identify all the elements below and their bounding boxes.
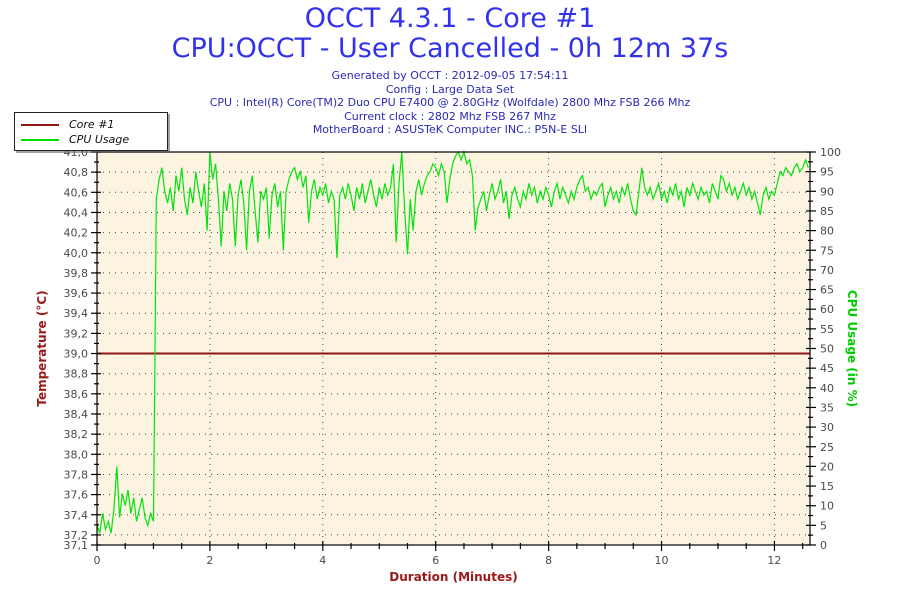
tick-label: 38,4 [64, 408, 89, 421]
tick-label: 40 [820, 382, 834, 395]
tick-label: 38,2 [64, 428, 89, 441]
tick-label: 0 [94, 554, 101, 567]
chart-legend: Core #1 CPU Usage [14, 112, 168, 151]
tick-label: 25 [820, 441, 834, 454]
system-info-block: Generated by OCCT : 2012-09-05 17:54:11 … [0, 69, 900, 137]
tick-label: 39,8 [64, 267, 89, 280]
tick-label: 20 [820, 460, 834, 473]
tick-label: 2 [206, 554, 213, 567]
tick-label: 15 [820, 480, 834, 493]
tick-label: 65 [820, 284, 834, 297]
tick-label: 55 [820, 323, 834, 336]
tick-label: 40,2 [64, 227, 89, 240]
tick-label: 90 [820, 185, 834, 198]
title-block: OCCT 4.3.1 - Core #1 CPU:OCCT - User Can… [0, 4, 900, 64]
right-axis-title: CPU Usage (in %) [845, 290, 859, 407]
tick-label: 37,6 [64, 489, 89, 502]
tick-label: 37,4 [64, 509, 89, 522]
tick-label: 6 [432, 554, 439, 567]
tick-label: 5 [820, 519, 827, 532]
legend-item-usage: CPU Usage [15, 132, 167, 147]
tick-label: 37,1 [64, 539, 89, 552]
tick-label: 85 [820, 205, 834, 218]
tick-label: 10 [655, 554, 669, 567]
tick-label: 12 [767, 554, 781, 567]
info-config: Config : Large Data Set [385, 82, 515, 96]
info-cpu: CPU : Intel(R) Core(TM)2 Duo CPU E7400 @… [209, 96, 691, 109]
tick-label: 50 [820, 343, 834, 356]
tick-label: 80 [820, 225, 834, 238]
tick-label: 40,0 [64, 247, 89, 260]
tick-label: 60 [820, 303, 834, 316]
tick-label: 95 [820, 166, 834, 179]
tick-label: 38,8 [64, 368, 89, 381]
tick-label: 38,6 [64, 388, 89, 401]
legend-label-core: Core #1 [69, 118, 115, 131]
tick-label: 75 [820, 244, 834, 257]
tick-label: 8 [545, 554, 552, 567]
tick-label: 37,8 [64, 468, 89, 481]
left-axis-title: Temperature (°C) [35, 290, 49, 406]
tick-label: 0 [820, 539, 827, 552]
tick-label: 39,6 [64, 287, 89, 300]
x-axis-title: Duration (Minutes) [389, 570, 517, 584]
tick-label: 40,6 [64, 186, 89, 199]
cpu-usage-line [96, 149, 809, 534]
tick-label: 39,0 [64, 348, 89, 361]
tick-label: 35 [820, 401, 834, 414]
plot-area [97, 152, 810, 545]
legend-item-core: Core #1 [15, 117, 167, 132]
page-title: OCCT 4.3.1 - Core #1 [304, 3, 596, 34]
tick-label: 45 [820, 362, 834, 375]
info-clock: Current clock : 2802 Mhz FSB 267 Mhz [344, 109, 556, 123]
tick-label: 39,4 [64, 307, 89, 320]
tick-label: 40,4 [64, 206, 89, 219]
tick-label: 4 [319, 554, 326, 567]
core-line-swatch [21, 123, 59, 126]
tick-label: 37,2 [64, 529, 89, 542]
tick-label: 30 [820, 421, 834, 434]
tick-label: 100 [820, 146, 841, 159]
tick-label: 40,8 [64, 166, 89, 179]
tick-label: 39,2 [64, 327, 89, 340]
tick-label: 10 [820, 500, 834, 513]
tick-label: 70 [820, 264, 834, 277]
info-generated: Generated by OCCT : 2012-09-05 17:54:11 [331, 69, 569, 82]
tick-label: 38,0 [64, 448, 89, 461]
legend-label-usage: CPU Usage [69, 133, 130, 146]
usage-line-swatch [21, 138, 59, 141]
page-subtitle: CPU:OCCT - User Cancelled - 0h 12m 37s [171, 33, 729, 64]
info-motherboard: MotherBoard : ASUSTeK Computer INC.: P5N… [312, 123, 588, 136]
